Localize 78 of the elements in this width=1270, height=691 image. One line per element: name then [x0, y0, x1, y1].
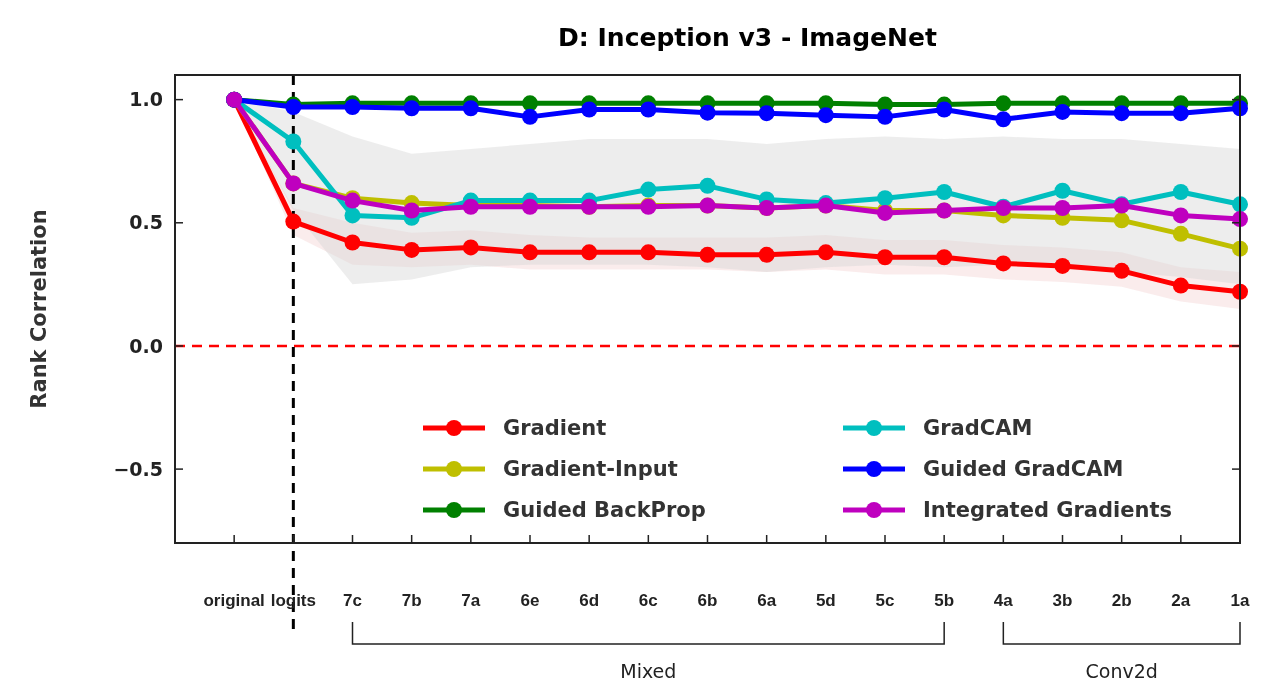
y-tick-label: −0.5 — [113, 457, 163, 480]
legend-label: Guided GradCAM — [923, 457, 1124, 482]
point — [995, 111, 1012, 128]
point — [462, 100, 479, 117]
x-tick-label: 1a — [1230, 591, 1250, 610]
point — [1113, 105, 1130, 122]
y-tick-label: 0.0 — [129, 334, 163, 357]
point — [699, 177, 716, 194]
point — [699, 104, 716, 121]
point — [936, 184, 953, 200]
point — [817, 107, 834, 124]
point — [462, 239, 479, 256]
point — [1172, 184, 1189, 200]
point — [403, 100, 420, 117]
point — [344, 99, 361, 116]
point — [1172, 105, 1189, 122]
x-tick-label: 6b — [697, 591, 718, 610]
point — [1172, 225, 1189, 242]
point — [936, 249, 953, 266]
point — [640, 244, 657, 261]
point — [522, 108, 538, 125]
point — [758, 246, 775, 263]
x-tick-label: 2a — [1171, 591, 1191, 610]
point — [344, 234, 361, 251]
y-tick-label: 1.0 — [129, 88, 163, 111]
point — [936, 101, 953, 118]
point — [1172, 207, 1189, 224]
point — [877, 108, 893, 125]
point — [285, 213, 302, 230]
y-axis-title: Rank Correlation — [27, 209, 51, 409]
x-tick-label: 5c — [875, 591, 895, 610]
point — [1054, 103, 1071, 120]
point — [995, 255, 1012, 272]
x-tick-label: original — [203, 591, 265, 610]
point — [1054, 257, 1071, 274]
legend-label: Gradient-Input — [503, 457, 678, 482]
point — [1113, 262, 1130, 279]
x-tick-label: 6e — [520, 591, 540, 610]
legend-label: Integrated Gradients — [923, 498, 1172, 523]
y-tick-label: 0.5 — [129, 211, 163, 234]
x-tick-label: 3b — [1052, 591, 1073, 610]
point — [1054, 182, 1071, 199]
point — [817, 244, 834, 261]
point — [699, 246, 716, 263]
x-tick-label: logits — [270, 591, 317, 610]
x-tick-label: 2b — [1111, 591, 1132, 610]
x-tick-label: 5b — [934, 591, 955, 610]
point — [877, 190, 893, 207]
point — [344, 207, 361, 224]
point — [403, 241, 420, 258]
point — [877, 249, 893, 266]
x-tick-label: 6d — [579, 591, 600, 610]
point — [995, 95, 1012, 112]
x-tick-label: 7b — [401, 591, 422, 610]
point — [581, 244, 598, 261]
x-tick-label: 5d — [815, 591, 836, 610]
x-tick-label: 6c — [638, 591, 658, 610]
x-tick-label: 6a — [757, 591, 777, 610]
point — [1172, 277, 1189, 294]
point — [403, 202, 420, 219]
legend-label: Gradient — [503, 416, 607, 441]
x-tick-label: 7c — [343, 591, 362, 610]
point — [640, 101, 657, 118]
chart-title: D: Inception v3 - ImageNet — [558, 23, 937, 52]
point — [522, 95, 538, 112]
text: Conv2d — [1085, 660, 1158, 682]
point — [522, 244, 538, 261]
point — [640, 181, 657, 198]
point — [285, 133, 302, 150]
point — [1054, 200, 1071, 217]
legend-label: Guided BackProp — [503, 498, 706, 523]
text: Mixed — [620, 660, 677, 682]
point — [581, 101, 598, 118]
legend-label: GradCAM — [923, 416, 1033, 441]
x-tick-label: 4a — [993, 591, 1014, 610]
x-tick-label: 7a — [461, 591, 481, 610]
point — [758, 105, 775, 122]
point — [1113, 212, 1130, 229]
